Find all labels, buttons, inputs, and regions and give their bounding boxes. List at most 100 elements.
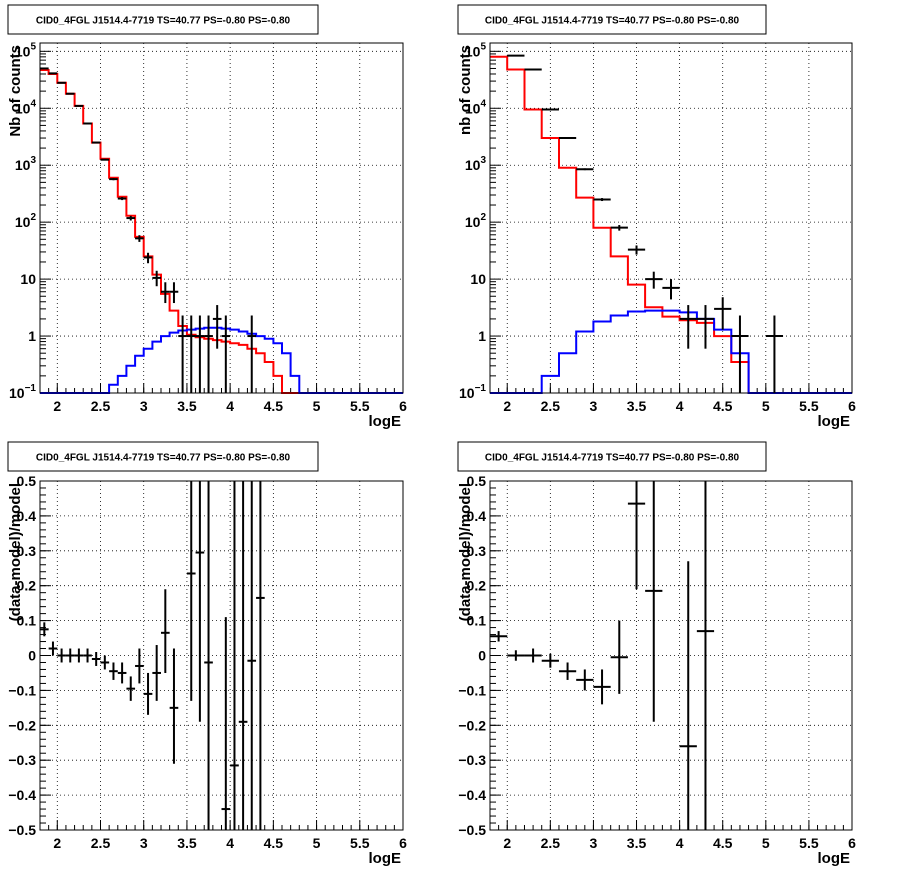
data-point: [161, 589, 170, 673]
y-tick-label: 10−1: [459, 383, 486, 401]
data-point: [65, 648, 75, 663]
data-point: [126, 676, 136, 701]
data-point: [204, 481, 213, 830]
y-tick-label: 105: [465, 41, 487, 59]
plot-frame: [489, 42, 853, 394]
data-point: [74, 648, 84, 663]
x-tick-label: 4.5: [713, 835, 733, 851]
x-tick-label: 3: [590, 835, 598, 851]
x-tick-label: 3.5: [627, 835, 647, 851]
data-point: [152, 270, 161, 287]
y-tick-label: 0.4: [17, 508, 37, 524]
data-point: [507, 650, 525, 661]
data-point: [247, 315, 257, 393]
x-tick-label: 5: [313, 398, 321, 414]
y-tick-label: 0.3: [17, 543, 37, 559]
data-point: [143, 252, 153, 264]
y-tick-label: 0.2: [467, 578, 487, 594]
x-tick-label: 4: [226, 835, 234, 851]
x-tick-label: 5.5: [350, 835, 370, 851]
x-tick-label: 5.5: [350, 398, 370, 414]
x-tick-label: 6: [848, 398, 856, 414]
data-point: [696, 481, 715, 830]
x-tick-label: 3.5: [177, 835, 197, 851]
x-tick-label: 2.5: [91, 835, 111, 851]
data-point: [230, 481, 239, 830]
y-tick-label: 0.1: [467, 613, 487, 629]
y-tick-label: 0.5: [17, 473, 37, 489]
x-tick-label: 6: [848, 835, 856, 851]
data-point: [541, 108, 559, 111]
data-point: [610, 225, 628, 231]
data-point: [169, 282, 179, 304]
data-point: [152, 645, 161, 701]
data-point: [48, 641, 58, 656]
data-point: [593, 669, 611, 705]
title-box: [7, 441, 319, 472]
data-point: [100, 655, 110, 670]
data-point: [576, 669, 594, 691]
title-box: [7, 4, 319, 35]
data-point: [221, 315, 231, 393]
y-tick-label: −0.2: [458, 717, 486, 733]
x-tick-label: 2.5: [91, 398, 111, 414]
x-tick-label: 2.5: [541, 398, 561, 414]
x-tick-label: 3.5: [627, 398, 647, 414]
data-point: [212, 305, 222, 349]
data-point: [576, 168, 594, 171]
x-tick-label: 3: [140, 398, 148, 414]
data-point: [135, 648, 144, 684]
x-tick-label: 5: [762, 398, 770, 414]
data-point: [221, 617, 231, 830]
y-axis-label: (data-model)/model: [457, 483, 474, 621]
x-tick-label: 5: [762, 835, 770, 851]
chart-title: CID0_4FGL J1514.4-7719 TS=40.77 PS=-0.80…: [36, 453, 291, 464]
y-tick-label: −0.5: [8, 822, 36, 838]
data-point: [696, 305, 715, 349]
y-tick-label: 10: [470, 271, 486, 287]
data-point: [247, 481, 257, 830]
data-point: [645, 271, 663, 289]
data-point: [169, 648, 179, 764]
x-axis-label: logE: [818, 850, 851, 867]
series-total-model: [490, 55, 852, 394]
data-point: [524, 68, 542, 71]
data-point: [117, 662, 127, 684]
x-tick-label: 5: [313, 835, 321, 851]
plot-frame: [489, 480, 853, 831]
x-tick-label: 2: [53, 398, 61, 414]
data-point: [593, 198, 611, 202]
data-point: [117, 197, 127, 201]
x-tick-label: 5.5: [799, 835, 819, 851]
y-tick-label: −0.3: [8, 752, 36, 768]
series-source-model: [490, 309, 852, 394]
y-tick-label: 103: [15, 155, 37, 173]
y-tick-label: −0.3: [458, 752, 486, 768]
y-tick-label: 0.4: [467, 508, 487, 524]
data-point: [714, 297, 732, 330]
data-point: [558, 137, 577, 140]
data-point: [91, 652, 101, 666]
title-box: [457, 441, 767, 472]
y-tick-label: 0.3: [467, 543, 487, 559]
x-tick-label: 2: [503, 835, 511, 851]
panel-2: CID0_4FGL J1514.4-7719 TS=40.77 PS=-0.80…: [457, 4, 856, 430]
data-point: [662, 279, 680, 300]
y-tick-label: 0.2: [17, 578, 37, 594]
x-tick-label: 5.5: [799, 398, 819, 414]
data-point: [186, 315, 196, 393]
data-point: [109, 662, 118, 680]
chart-title: CID0_4FGL J1514.4-7719 TS=40.77 PS=-0.80…: [485, 16, 740, 27]
y-tick-label: 0.1: [17, 613, 37, 629]
x-axis-label: logE: [369, 850, 402, 867]
data-point: [178, 315, 187, 393]
data-point: [731, 315, 749, 393]
data-point: [679, 561, 697, 830]
x-tick-label: 4.5: [713, 398, 733, 414]
y-tick-label: 0: [478, 648, 486, 664]
y-tick-label: 1: [28, 328, 36, 344]
panel-1: CID0_4FGL J1514.4-7719 TS=40.77 PS=-0.80…: [7, 4, 407, 430]
y-tick-label: 105: [15, 41, 37, 59]
x-tick-label: 4: [676, 835, 684, 851]
